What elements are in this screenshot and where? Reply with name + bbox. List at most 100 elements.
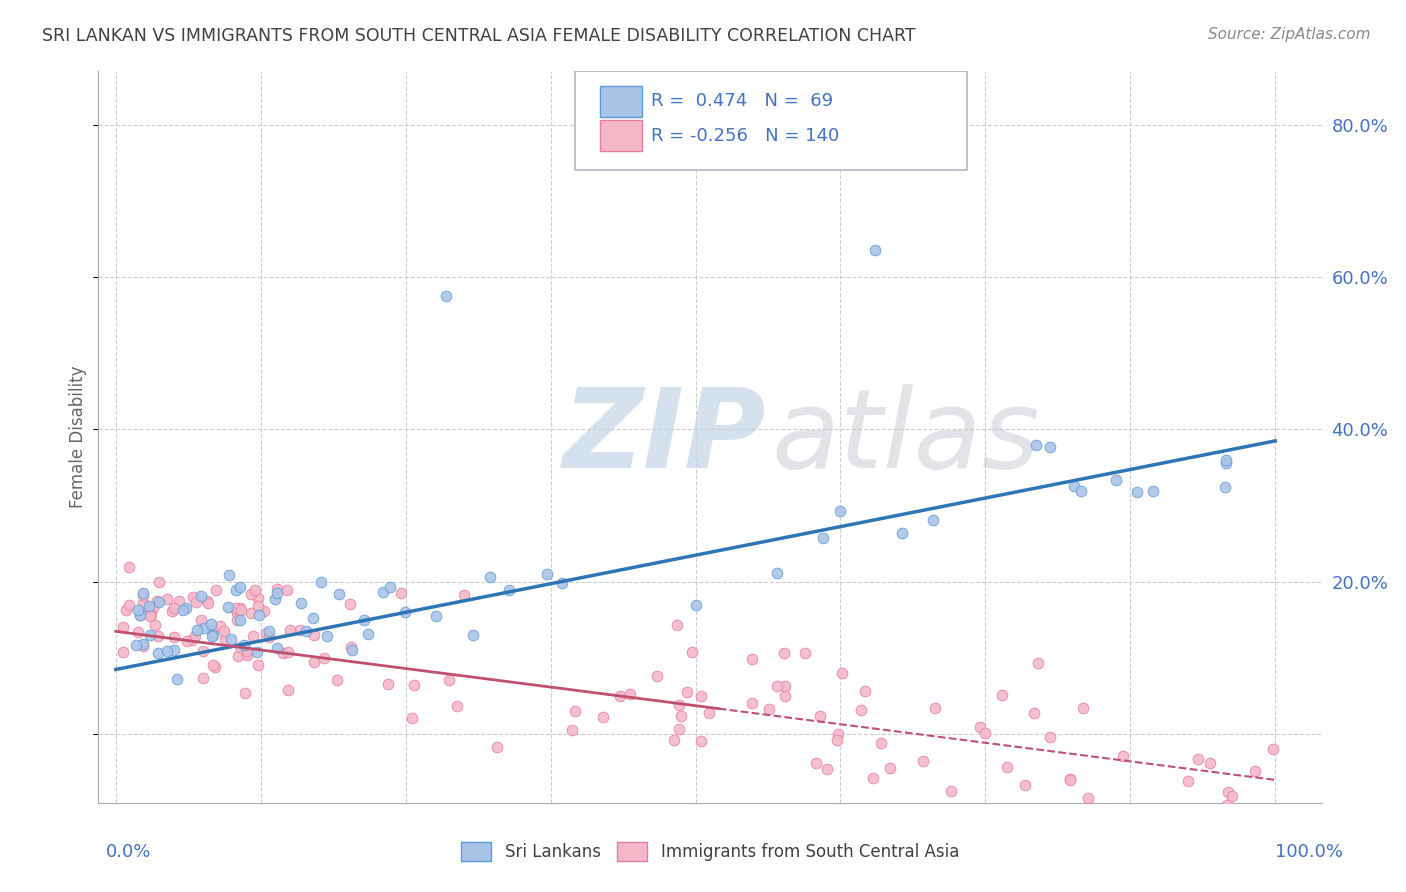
Point (247, 599, 270, 613)
Point (609, 689, 631, 703)
Point (1112, 748, 1135, 763)
FancyBboxPatch shape (600, 120, 641, 151)
Point (229, 602, 252, 616)
Point (146, 646, 169, 660)
Point (773, 679, 796, 693)
Point (668, 722, 690, 736)
Point (257, 624, 280, 638)
Point (247, 591, 270, 606)
Point (193, 621, 215, 635)
Point (815, 762, 838, 776)
Point (1071, 700, 1094, 714)
Point (669, 708, 692, 723)
Point (174, 600, 197, 615)
Point (290, 596, 312, 610)
Point (224, 601, 246, 615)
Point (236, 644, 259, 658)
Point (302, 628, 325, 642)
Point (191, 672, 214, 686)
Point (183, 590, 205, 604)
Point (253, 604, 276, 618)
Point (849, 703, 872, 717)
Point (148, 629, 170, 643)
Point (564, 704, 586, 718)
Point (236, 648, 259, 663)
Point (498, 582, 520, 597)
Point (811, 531, 834, 545)
Point (200, 617, 222, 632)
Point (163, 601, 186, 615)
Point (266, 585, 288, 599)
Point (163, 630, 186, 644)
Point (1243, 764, 1265, 779)
Point (288, 623, 311, 637)
Point (690, 689, 713, 703)
Point (1218, 785, 1240, 799)
Point (264, 592, 287, 607)
Point (156, 592, 179, 607)
Point (328, 587, 350, 601)
Point (239, 606, 262, 620)
Point (271, 646, 294, 660)
Point (690, 733, 713, 747)
Legend: Sri Lankans, Immigrants from South Central Asia: Sri Lankans, Immigrants from South Centr… (454, 835, 966, 868)
Point (831, 665, 853, 680)
Text: R = -0.256   N = 140: R = -0.256 N = 140 (651, 127, 839, 145)
Point (129, 608, 152, 623)
Point (645, 669, 668, 683)
Point (301, 610, 323, 624)
Point (204, 660, 226, 674)
Point (254, 626, 277, 640)
Text: 0.0%: 0.0% (105, 843, 150, 861)
Point (246, 645, 269, 659)
Point (741, 651, 763, 665)
Point (142, 601, 165, 615)
Point (172, 603, 194, 617)
Point (380, 580, 402, 594)
Point (1039, 440, 1062, 454)
Y-axis label: Female Disability: Female Disability (69, 366, 87, 508)
Point (115, 603, 138, 617)
Point (132, 596, 155, 610)
Point (772, 647, 794, 661)
Point (314, 650, 336, 665)
Point (974, 726, 997, 740)
Point (666, 617, 689, 632)
Point (127, 625, 149, 640)
Point (924, 701, 946, 715)
Point (1215, 480, 1237, 494)
Point (1063, 479, 1085, 493)
Point (226, 607, 249, 621)
Point (794, 647, 817, 661)
Point (685, 598, 707, 612)
Point (277, 644, 299, 658)
Point (425, 608, 447, 623)
Point (132, 588, 155, 602)
Point (1220, 789, 1243, 803)
Point (922, 513, 945, 527)
Point (225, 582, 247, 597)
Point (353, 614, 375, 628)
Point (316, 629, 339, 643)
Point (825, 733, 848, 747)
Point (229, 601, 252, 615)
Point (257, 630, 280, 644)
Point (870, 736, 893, 750)
Point (1104, 473, 1126, 487)
Point (138, 599, 160, 613)
Point (225, 613, 247, 627)
Point (240, 587, 263, 601)
Point (766, 566, 789, 580)
Point (1025, 438, 1047, 452)
Point (941, 783, 963, 797)
Point (697, 706, 720, 720)
Point (309, 575, 332, 590)
Point (681, 644, 703, 658)
Point (969, 720, 991, 734)
Point (212, 624, 235, 638)
Point (1187, 752, 1209, 766)
Point (143, 618, 166, 632)
Text: atlas: atlas (772, 384, 1040, 491)
Point (278, 623, 301, 637)
Point (804, 756, 827, 770)
